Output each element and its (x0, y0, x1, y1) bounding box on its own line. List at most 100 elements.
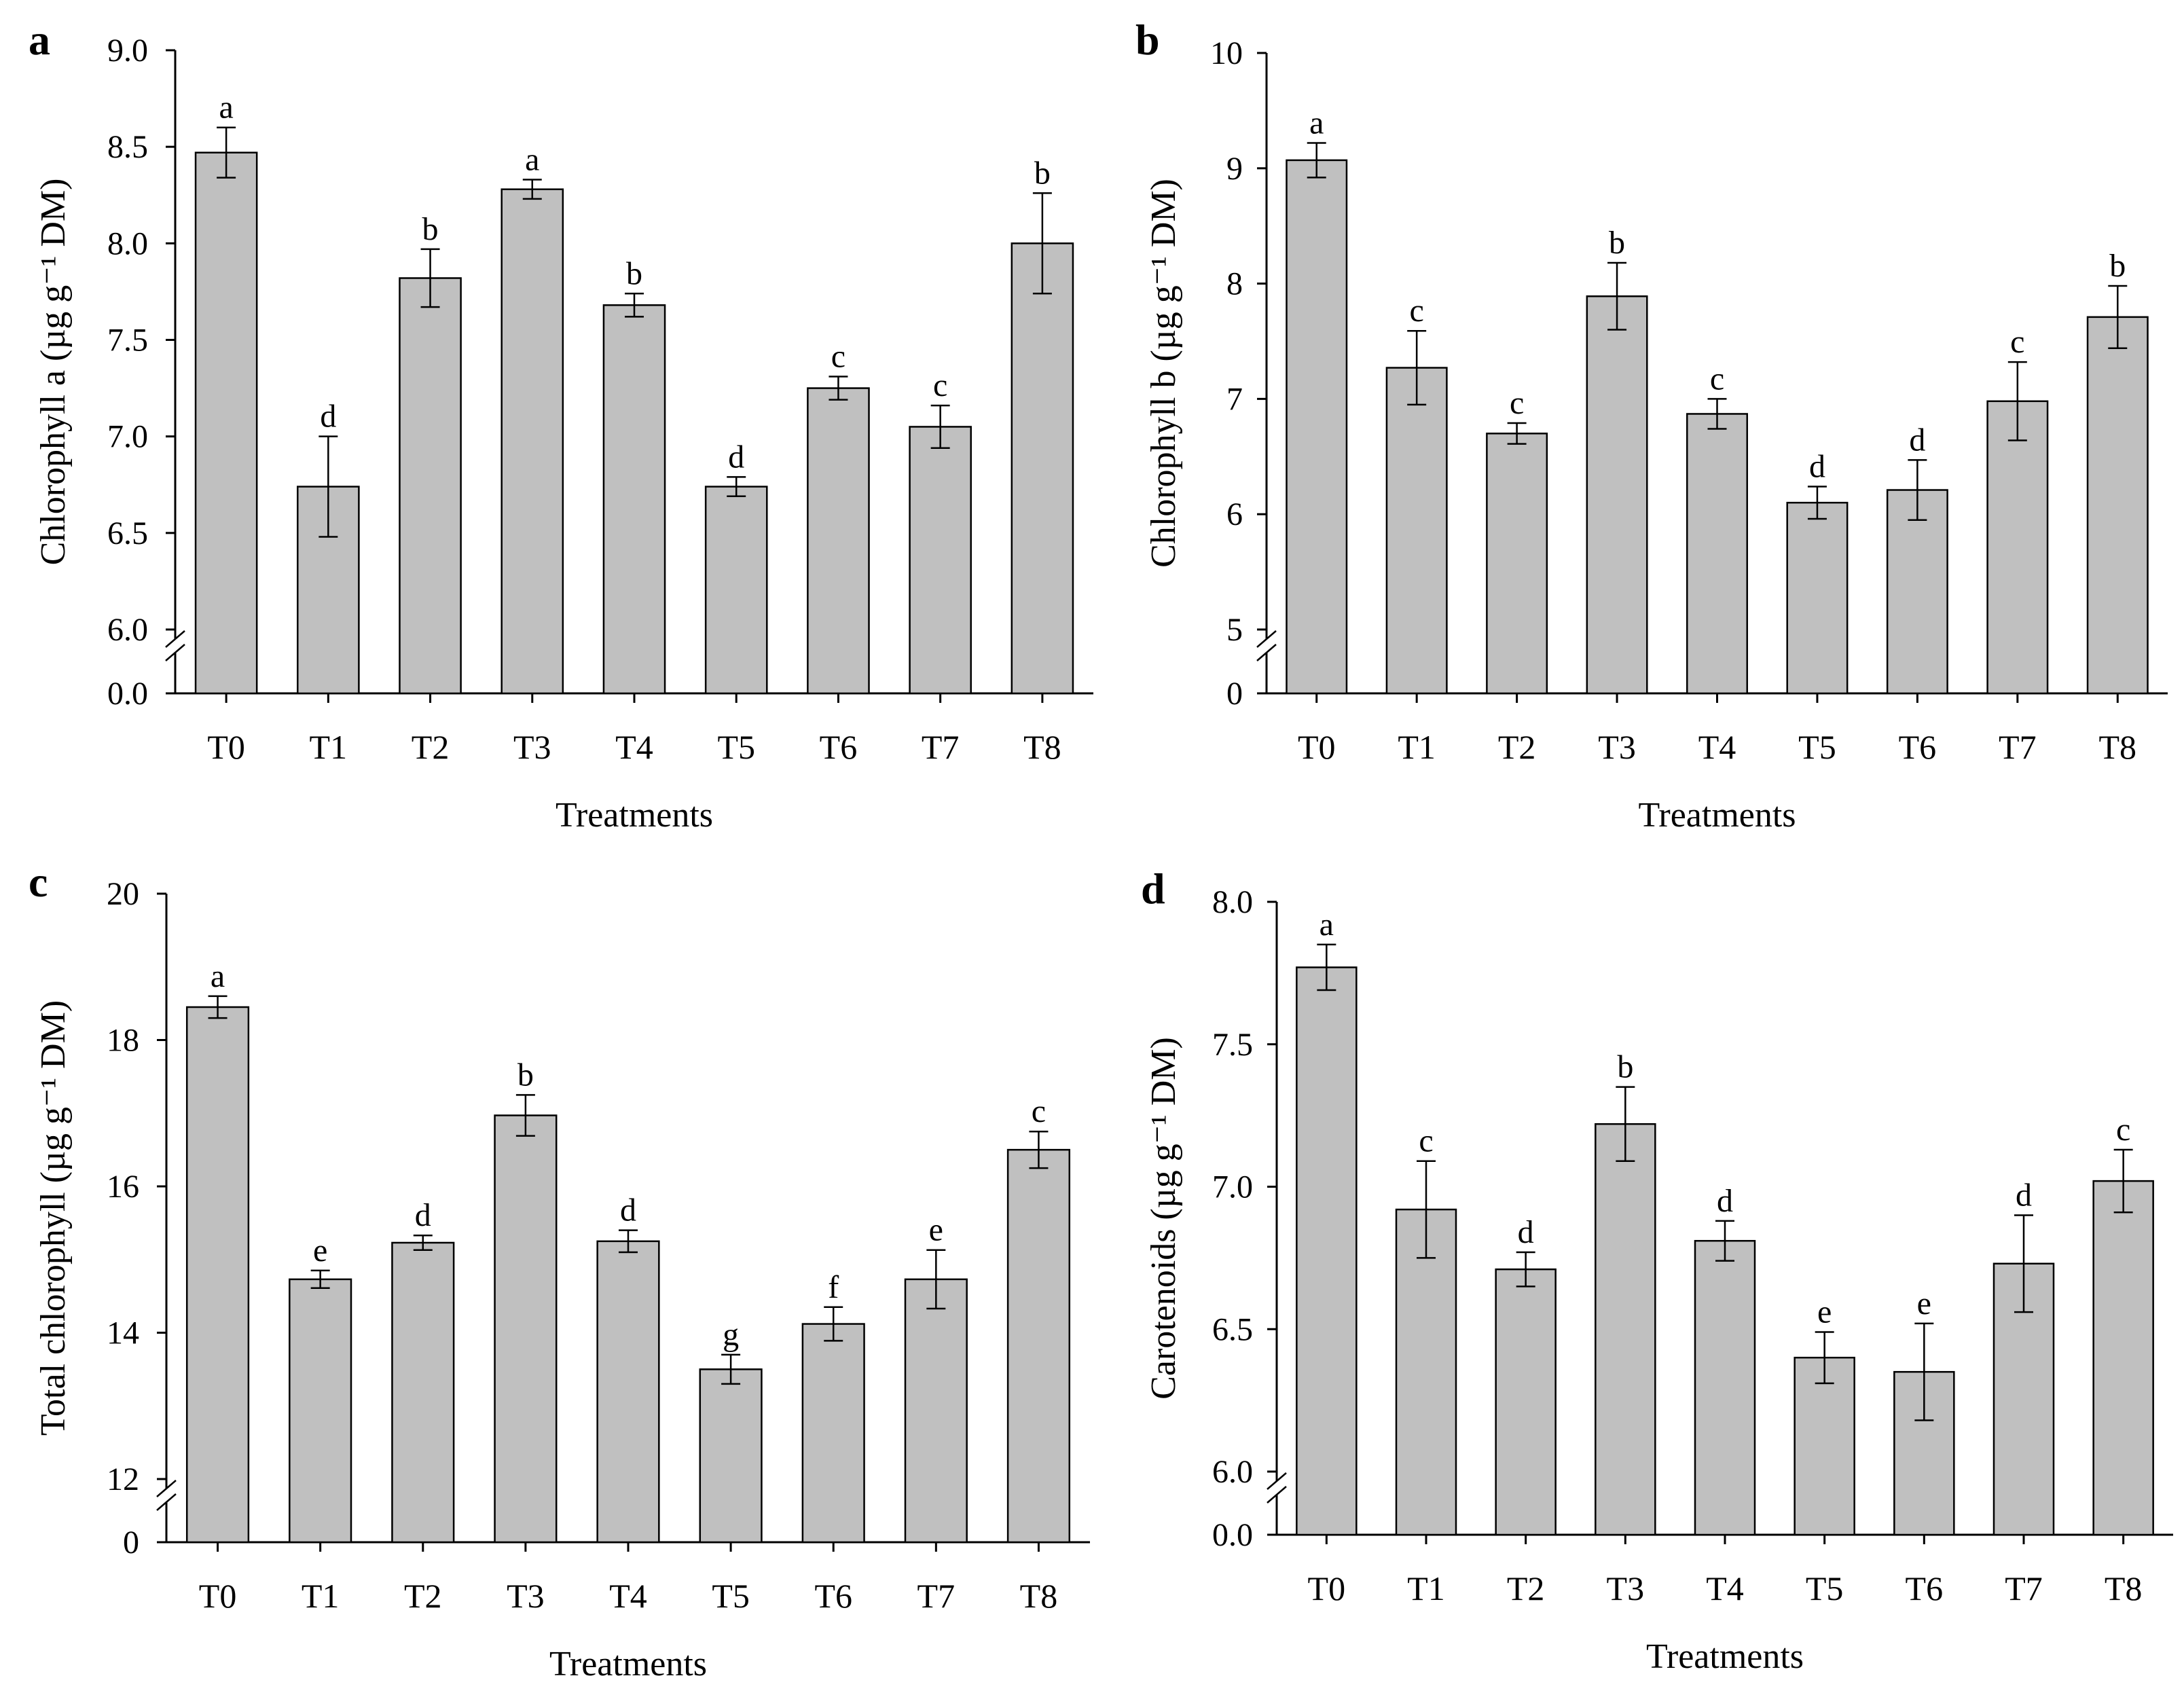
bar-T5 (699, 1368, 763, 1544)
x-tick-label: T8 (1023, 728, 1061, 766)
significance-letter: b (422, 211, 439, 247)
panel-a: a 6.0 6.5 7.0 7.5 8.0 8.5 9.0 0.0 a T0 d T1 b T2 a T3 b T4… (29, 16, 1093, 835)
bar-T0 (194, 151, 258, 695)
significance-letter: d (728, 439, 744, 475)
significance-letter: b (626, 255, 642, 291)
significance-letter: e (929, 1212, 943, 1248)
x-tick-label: T3 (1598, 728, 1636, 766)
significance-letter: e (1917, 1286, 1931, 1322)
y-tick-label-zero: 0 (123, 1525, 139, 1561)
bar-T2 (1495, 1268, 1557, 1536)
y-tick-label: 5 (1226, 612, 1243, 648)
x-tick-label: T2 (1498, 728, 1536, 766)
bar-T5 (1794, 1356, 1855, 1536)
significance-letter: d (1717, 1183, 1733, 1219)
x-tick-label: T1 (310, 728, 348, 766)
y-tick-label: 6.5 (107, 515, 148, 551)
significance-letter: g (723, 1317, 739, 1353)
x-tick-label: T0 (1308, 1569, 1346, 1607)
x-tick-label: T5 (1798, 728, 1836, 766)
y-tick-label: 7.0 (1212, 1169, 1253, 1205)
y-tick-label: 8.5 (107, 129, 148, 165)
bar-T8 (2086, 316, 2149, 695)
axis-break-mark (1267, 1472, 1287, 1490)
significance-letter: d (415, 1197, 431, 1233)
x-tick-label: T7 (917, 1577, 956, 1615)
panel-d: d 6.0 6.5 7.0 7.5 8.0 0.0 a T0 c T1 d T2 b T3 d T4 e T5 e T6… (1141, 864, 2173, 1676)
y-tick-label: 8.0 (107, 225, 148, 261)
x-tick-label: T8 (2105, 1569, 2143, 1607)
x-tick-label: T6 (814, 1577, 852, 1615)
bar-T1 (1385, 367, 1448, 695)
x-tick-label: T7 (1999, 728, 2037, 766)
x-tick-label: T4 (1698, 728, 1736, 766)
x-axis-title: Treatments (1638, 796, 1796, 835)
significance-letter: c (1032, 1093, 1046, 1129)
axis-break-mark (1256, 644, 1277, 661)
y-tick-label: 18 (107, 1023, 139, 1059)
axis-break-mark (1256, 630, 1277, 648)
y-tick-label: 7.5 (107, 323, 148, 359)
y-tick-label: 7.5 (1212, 1027, 1253, 1063)
significance-letter: b (1609, 225, 1625, 261)
bar-T7 (904, 1278, 968, 1544)
x-tick-label: T0 (1298, 728, 1336, 766)
x-tick-label: T3 (507, 1577, 545, 1615)
y-tick-label: 10 (1210, 35, 1243, 71)
x-tick-label: T6 (1906, 1569, 1944, 1607)
bar-T0 (1286, 159, 1348, 695)
panel-c: c 12 14 16 18 20 0 a T0 e T1 d T2 b T3 d T4 g T5 f T6 e T7 c T8 T… (29, 858, 1090, 1683)
x-tick-label: T2 (1507, 1569, 1545, 1607)
significance-letter: a (1320, 907, 1334, 943)
x-tick-label: T1 (1398, 728, 1436, 766)
y-tick-label: 14 (107, 1315, 139, 1351)
significance-letter: c (1410, 293, 1424, 329)
y-tick-label: 9.0 (107, 33, 148, 69)
y-tick-label-zero: 0.0 (107, 676, 148, 712)
panel-letter: c (29, 858, 48, 906)
bar-T5 (1786, 501, 1849, 695)
significance-letter: d (2016, 1177, 2032, 1213)
x-tick-label: T5 (717, 728, 755, 766)
x-tick-label: T0 (199, 1577, 237, 1615)
significance-letter: f (828, 1269, 839, 1305)
x-tick-label: T7 (922, 728, 960, 766)
x-axis-title: Treatments (1646, 1637, 1804, 1676)
axis-break-mark (156, 1493, 177, 1511)
x-tick-label: T5 (712, 1577, 750, 1615)
significance-letter: c (1710, 361, 1724, 397)
bar-T6 (807, 387, 870, 695)
significance-letter: b (1617, 1049, 1633, 1085)
significance-letter: e (313, 1233, 327, 1269)
axis-break-mark (165, 630, 185, 648)
significance-letter: b (517, 1057, 534, 1093)
y-tick-label: 9 (1226, 151, 1243, 187)
bar-T3 (494, 1114, 558, 1544)
x-tick-label: T4 (1706, 1569, 1744, 1607)
x-tick-label: T2 (404, 1577, 442, 1615)
x-tick-label: T6 (1899, 728, 1937, 766)
y-axis-title: Chlorophyll b (µg g⁻¹ DM) (1144, 179, 1183, 568)
x-tick-label: T3 (1607, 1569, 1645, 1607)
significance-letter: a (211, 958, 225, 994)
significance-letter: a (525, 142, 539, 178)
bar-T8 (2092, 1180, 2154, 1536)
bar-T7 (909, 426, 972, 695)
significance-letter: c (2010, 324, 2024, 360)
y-axis-title: Carotenoids (µg g⁻¹ DM) (1144, 1037, 1183, 1400)
y-tick-label: 8 (1226, 266, 1243, 302)
significance-letter: b (2109, 248, 2126, 284)
significance-letter: a (219, 90, 233, 126)
significance-letter: d (1518, 1214, 1534, 1250)
y-axis-title: Total chlorophyll (µg g⁻¹ DM) (34, 1000, 73, 1436)
bar-T3 (1595, 1123, 1656, 1536)
x-tick-label: T6 (820, 728, 858, 766)
x-tick-label: T1 (302, 1577, 340, 1615)
significance-letter: e (1817, 1294, 1832, 1330)
bar-T0 (1296, 966, 1358, 1536)
bar-T4 (1686, 413, 1748, 695)
x-axis-title: Treatments (556, 796, 713, 835)
x-tick-label: T0 (207, 728, 245, 766)
bar-T4 (1694, 1239, 1756, 1536)
x-tick-label: T1 (1407, 1569, 1445, 1607)
